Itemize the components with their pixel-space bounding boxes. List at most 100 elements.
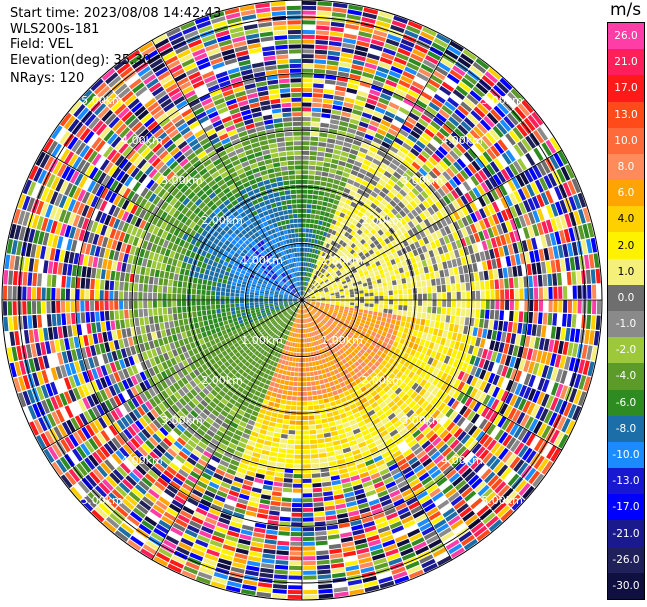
velocity-gate <box>486 439 497 451</box>
velocity-gate <box>333 225 339 231</box>
velocity-gate <box>456 197 465 208</box>
velocity-gate <box>325 294 330 297</box>
velocity-gate <box>365 57 379 65</box>
velocity-gate <box>309 366 314 372</box>
velocity-gate <box>256 386 263 392</box>
velocity-gate <box>245 424 254 431</box>
velocity-gate <box>373 557 387 566</box>
velocity-gate <box>352 139 362 147</box>
velocity-gate <box>351 185 359 192</box>
velocity-gate <box>314 264 318 269</box>
velocity-gate <box>339 223 345 229</box>
velocity-gate <box>204 517 217 526</box>
velocity-gate <box>387 400 396 408</box>
velocity-gate <box>422 426 432 436</box>
velocity-gate <box>545 233 552 247</box>
velocity-gate <box>373 394 381 401</box>
velocity-gate <box>465 225 473 236</box>
velocity-gate <box>378 61 391 70</box>
velocity-gate <box>237 467 247 474</box>
velocity-gate <box>456 229 464 239</box>
velocity-gate <box>461 227 469 237</box>
velocity-gate <box>278 369 284 374</box>
velocity-gate <box>293 474 302 479</box>
velocity-gate <box>189 520 202 530</box>
velocity-gate <box>306 313 309 318</box>
velocity-gate <box>366 150 376 158</box>
velocity-gate <box>244 574 259 582</box>
velocity-gate <box>522 227 530 239</box>
velocity-gate <box>302 502 313 508</box>
velocity-gate <box>363 175 372 183</box>
velocity-gate <box>331 158 339 165</box>
velocity-gate <box>348 286 354 290</box>
velocity-gate <box>267 364 273 370</box>
velocity-gate <box>445 153 456 164</box>
velocity-gate <box>302 170 309 175</box>
velocity-gate <box>263 384 270 390</box>
velocity-gate <box>427 184 437 193</box>
velocity-gate <box>178 339 185 347</box>
velocity-gate <box>323 331 328 336</box>
velocity-gate <box>365 405 373 413</box>
velocity-gate <box>555 201 564 216</box>
velocity-gate <box>361 279 367 284</box>
velocity-gate <box>471 428 482 439</box>
velocity-gate <box>392 376 400 384</box>
velocity-gate <box>273 574 288 580</box>
velocity-gate <box>391 216 399 224</box>
velocity-gate <box>369 351 376 357</box>
velocity-gate <box>564 257 571 272</box>
velocity-gate <box>386 261 392 267</box>
velocity-gate <box>399 338 406 345</box>
velocity-gate <box>226 413 235 421</box>
velocity-gate <box>523 213 531 226</box>
velocity-gate <box>330 306 335 309</box>
velocity-gate <box>208 481 220 490</box>
velocity-gate <box>325 305 330 308</box>
velocity-gate <box>377 312 383 317</box>
velocity-gate <box>423 355 430 363</box>
velocity-gate <box>374 516 387 525</box>
velocity-gate <box>303 541 315 546</box>
velocity-gate <box>385 481 397 489</box>
velocity-gate <box>359 184 367 191</box>
velocity-gate <box>408 456 419 466</box>
velocity-gate <box>369 379 376 386</box>
velocity-gate <box>401 466 413 475</box>
velocity-gate <box>479 369 487 380</box>
velocity-gate <box>326 314 331 318</box>
velocity-gate <box>356 257 362 263</box>
velocity-gate <box>496 376 505 388</box>
velocity-gate <box>312 478 322 483</box>
velocity-gate <box>577 225 585 240</box>
velocity-gate <box>350 236 357 243</box>
velocity-gate <box>397 458 407 467</box>
velocity-gate <box>339 181 347 187</box>
velocity-gate <box>486 148 497 160</box>
velocity-gate <box>343 203 350 210</box>
velocity-gate <box>309 248 313 253</box>
velocity-gate <box>350 300 355 303</box>
velocity-gate <box>313 269 317 275</box>
velocity-gate <box>329 553 343 559</box>
velocity-gate <box>305 294 310 298</box>
velocity-gate <box>431 359 439 368</box>
velocity-gate <box>309 306 313 310</box>
velocity-gate <box>430 120 441 131</box>
velocity-gate <box>510 333 517 345</box>
velocity-gate <box>396 411 405 420</box>
velocity-gate <box>380 273 386 279</box>
velocity-gate <box>317 261 322 266</box>
velocity-gate <box>399 462 410 471</box>
velocity-gate <box>446 243 453 252</box>
velocity-gate <box>305 293 309 297</box>
velocity-gate <box>360 511 372 519</box>
velocity-gate <box>466 93 479 106</box>
velocity-gate <box>306 298 311 300</box>
velocity-gate <box>325 291 330 294</box>
velocity-gate <box>381 450 392 459</box>
velocity-gate <box>407 362 415 371</box>
velocity-gate <box>418 293 423 300</box>
velocity-gate <box>467 244 474 255</box>
